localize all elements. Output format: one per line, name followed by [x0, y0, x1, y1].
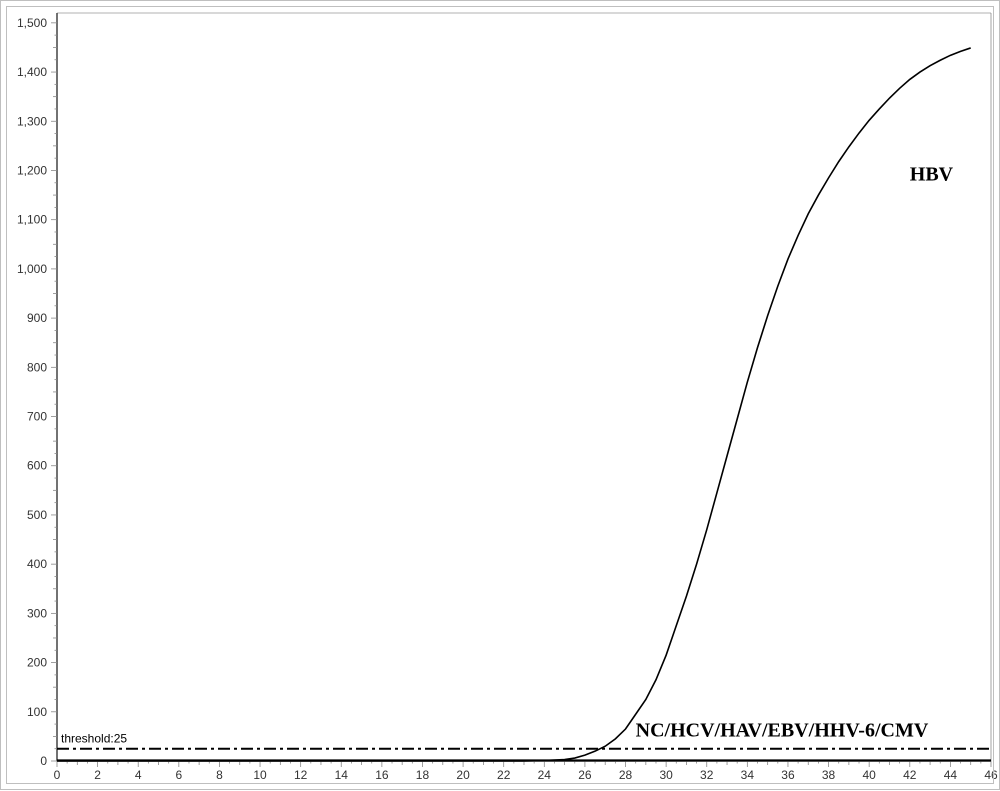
chart-inner-border: [6, 6, 994, 784]
chart-container: 0246810121416182022242628303234363840424…: [0, 0, 1000, 790]
